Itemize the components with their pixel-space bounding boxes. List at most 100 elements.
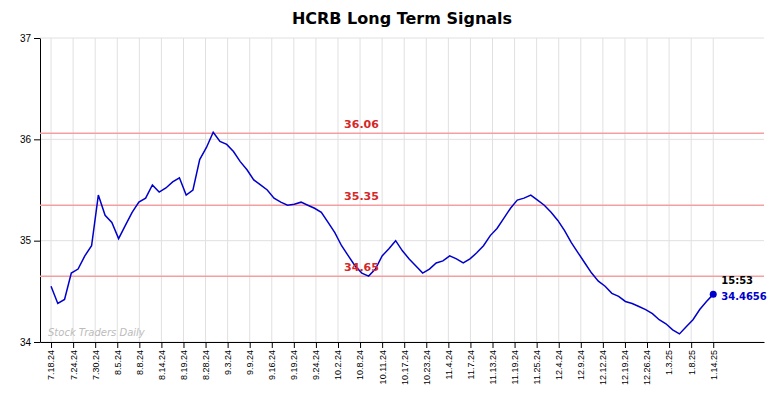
x-tick-label: 9.24.24: [311, 350, 321, 380]
grid-line-x: [293, 38, 294, 342]
x-tick-label: 7.30.24: [91, 350, 101, 380]
grid-line-x: [205, 38, 206, 342]
x-tick-mark: [515, 342, 516, 348]
y-tick: 34: [20, 337, 40, 348]
x-tick-mark: [139, 342, 140, 348]
grid-line-x: [669, 38, 670, 342]
x-tick-label: 1.14.25: [709, 350, 719, 380]
x-tick: 9.16.24: [267, 342, 277, 380]
reference-line-label: 36.06: [344, 118, 379, 131]
x-tick-mark: [470, 342, 471, 348]
x-tick: 11.13.24: [488, 342, 498, 384]
x-tick: 9.9.24: [245, 342, 255, 375]
x-tick: 10.8.24: [355, 342, 365, 380]
x-tick-label: 11.13.24: [488, 350, 498, 384]
y-tick-mark: [34, 139, 40, 140]
x-tick: 9.3.24: [223, 342, 233, 375]
x-tick: 12.19.24: [620, 342, 630, 385]
x-tick-mark: [493, 342, 494, 348]
x-tick-label: 10.8.24: [355, 350, 365, 380]
grid-line-x: [448, 38, 449, 342]
x-tick-mark: [647, 342, 648, 348]
x-tick-mark: [117, 342, 118, 348]
grid-line-y: [40, 38, 764, 39]
last-price-value: 34.4656: [721, 291, 767, 302]
x-tick-mark: [404, 342, 405, 348]
grid-line-x: [315, 38, 316, 342]
grid-line-x: [647, 38, 648, 342]
x-tick: 8.8.24: [135, 342, 145, 375]
y-tick-mark: [34, 241, 40, 242]
x-tick-label: 12.9.24: [576, 350, 586, 380]
x-tick-mark: [250, 342, 251, 348]
x-axis-line: [41, 342, 765, 343]
x-tick-label: 10.23.24: [422, 350, 432, 385]
grid-line-x: [249, 38, 250, 342]
x-tick: 10.2.24: [333, 342, 343, 380]
grid-line-x: [624, 38, 625, 342]
y-tick-mark: [34, 38, 40, 39]
grid-line-x: [470, 38, 471, 342]
last-price-time: 15:53: [721, 275, 753, 286]
x-tick: 8.5.24: [113, 342, 123, 375]
x-tick-label: 12.4.24: [554, 350, 564, 380]
y-axis: 34 35 36 37: [20, 33, 41, 348]
plot-area: [40, 132, 764, 334]
grid-line-x: [691, 38, 692, 342]
x-tick: 8.19.24: [179, 342, 189, 380]
x-tick-label: 11.19.24: [510, 350, 520, 384]
x-tick: 12.4.24: [554, 342, 564, 380]
grid: [40, 38, 764, 342]
x-tick-mark: [669, 342, 670, 348]
x-tick-label: 9.9.24: [245, 350, 255, 375]
x-tick: 10.17.24: [400, 342, 410, 385]
x-tick-label: 10.11.24: [378, 350, 388, 384]
grid-line-x: [337, 38, 338, 342]
texts: 34.6535.3536.0615:5334.4656Stock Traders…: [48, 9, 767, 338]
x-tick-label: 11.25.24: [532, 350, 542, 384]
x-tick: 12.9.24: [576, 342, 586, 380]
x-tick: 9.24.24: [311, 342, 321, 380]
x-tick-mark: [338, 342, 339, 348]
x-tick-mark: [183, 342, 184, 348]
reference-line-label: 35.35: [344, 190, 379, 203]
grid-line-x: [51, 38, 52, 342]
x-tick: 10.23.24: [422, 342, 432, 385]
grid-line-y: [40, 342, 764, 343]
watermark: Stock Traders Daily: [48, 327, 146, 338]
x-tick-label: 10.17.24: [400, 350, 410, 385]
grid-line-x: [73, 38, 74, 342]
chart-container: 7.18.247.24.247.30.248.5.248.8.248.14.24…: [0, 0, 784, 398]
x-tick-mark: [581, 342, 582, 348]
x-tick-mark: [448, 342, 449, 348]
x-axis: 7.18.247.24.247.30.248.5.248.8.248.14.24…: [41, 342, 765, 385]
x-tick-mark: [294, 342, 295, 348]
x-tick-mark: [95, 342, 96, 348]
x-tick-label: 7.18.24: [46, 350, 56, 380]
grid-line-x: [382, 38, 383, 342]
chart-title: HCRB Long Term Signals: [292, 9, 512, 28]
x-tick-label: 11.7.24: [466, 350, 476, 379]
x-tick-mark: [382, 342, 383, 348]
x-tick-label: 8.5.24: [113, 350, 123, 375]
x-tick-mark: [603, 342, 604, 348]
x-tick-label: 8.14.24: [157, 350, 167, 380]
y-tick-label: 36: [20, 134, 32, 145]
x-tick-mark: [625, 342, 626, 348]
grid-line-x: [580, 38, 581, 342]
y-tick-label: 34: [20, 337, 32, 348]
x-tick-mark: [537, 342, 538, 348]
grid-line-x: [95, 38, 96, 342]
x-tick-label: 1.3.25: [664, 350, 674, 375]
x-tick-label: 9.19.24: [289, 350, 299, 380]
grid-line-x: [271, 38, 272, 342]
x-tick-mark: [713, 342, 714, 348]
y-tick: 37: [20, 33, 40, 44]
x-tick-mark: [272, 342, 273, 348]
x-tick-mark: [206, 342, 207, 348]
x-tick: 12.26.24: [642, 342, 652, 385]
x-tick: 1.8.25: [687, 342, 697, 375]
x-tick-label: 12.26.24: [642, 350, 652, 385]
y-tick: 35: [20, 235, 40, 246]
x-tick-label: 8.28.24: [201, 350, 211, 380]
